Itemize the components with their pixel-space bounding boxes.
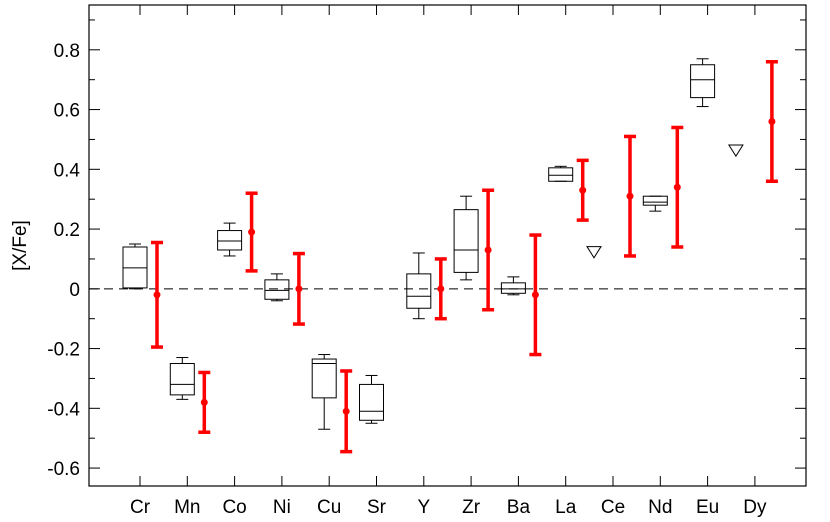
error-point-ni — [292, 251, 305, 326]
x-tick-label: La — [555, 497, 577, 518]
box-series — [122, 58, 716, 430]
box-plot-cr — [122, 243, 148, 290]
error-point-marker — [531, 291, 539, 299]
x-tick-label: Sr — [367, 497, 387, 518]
box-iqr — [500, 282, 526, 294]
x-tick-label: Ce — [601, 497, 625, 518]
box-plot-y — [406, 252, 432, 320]
box-iqr — [217, 230, 243, 251]
y-tick-label: -0.6 — [47, 459, 80, 480]
y-tick-label: -0.4 — [47, 399, 80, 420]
error-point-ce — [624, 134, 636, 258]
error-series — [151, 60, 778, 454]
box-plot-co — [217, 222, 243, 257]
box-iqr — [453, 209, 479, 273]
error-point-zr — [482, 188, 495, 312]
error-point-marker — [295, 285, 303, 293]
box-plot-sr — [359, 374, 384, 424]
box-iqr — [359, 383, 384, 421]
y-axis: -0.6 -0.4 -0.2 0 0.2 0.4 0.6 0.8 — [47, 19, 806, 480]
x-tick-label: Mn — [174, 497, 200, 518]
error-point-nd — [671, 125, 684, 249]
error-point-marker — [768, 118, 776, 126]
y-tick-label: 0.6 — [54, 101, 80, 122]
box-plot-cu — [311, 354, 337, 430]
box-iqr — [311, 358, 337, 399]
error-point-cr — [151, 240, 163, 349]
error-point-marker — [579, 186, 587, 194]
x-tick-label: Nd — [648, 497, 672, 518]
x-tick-label: Cr — [130, 497, 151, 518]
error-point-marker — [248, 228, 256, 236]
x-tick-label: Zr — [462, 497, 481, 518]
box-iqr — [169, 363, 195, 396]
box-iqr — [642, 195, 668, 206]
error-point-cu — [340, 369, 353, 454]
x-tick-label: Cu — [317, 497, 341, 518]
x-tick-label: Co — [222, 497, 246, 518]
error-point-marker — [342, 407, 350, 415]
x-tick-label: Ni — [273, 497, 291, 518]
error-point-ba — [529, 233, 542, 357]
box-plot-mn — [169, 357, 195, 400]
y-tick-label: 0.8 — [54, 41, 80, 62]
y-tick-label: 0.2 — [54, 220, 80, 241]
y-tick-label: 0.4 — [54, 160, 81, 181]
box-iqr — [690, 64, 716, 99]
error-point-co — [245, 191, 258, 273]
box-iqr — [264, 279, 290, 300]
error-point-marker — [626, 192, 634, 200]
error-point-marker — [484, 246, 492, 254]
error-point-marker — [153, 291, 161, 299]
y-tick-label: -0.2 — [47, 340, 80, 361]
y-tick-label: 0 — [69, 280, 80, 301]
box-plot-ni — [264, 273, 290, 302]
x-tick-label: Y — [417, 497, 430, 518]
error-point-marker — [437, 285, 445, 293]
plot-frame — [88, 4, 807, 487]
box-iqr — [406, 273, 432, 309]
x-tick-label: Ba — [507, 497, 531, 518]
y-axis-label: [X/Fe] — [10, 220, 31, 271]
upper-limit-dy — [727, 144, 744, 158]
error-point-y — [434, 257, 447, 321]
box-plot-eu — [690, 58, 716, 108]
x-tick-label: Eu — [696, 497, 719, 518]
error-point-la — [576, 158, 589, 222]
error-point-mn — [198, 370, 211, 434]
error-point-marker — [200, 398, 208, 406]
box-iqr — [548, 167, 574, 182]
error-point-marker — [673, 183, 681, 191]
x-axis: Cr Mn Co Ni Cu Sr Y Zr Ba La Ce Nd Eu Dy — [130, 5, 767, 518]
box-plot-ba — [500, 276, 526, 296]
box-plot-nd — [642, 195, 668, 212]
box-plot-la — [548, 165, 574, 182]
upper-limit-series — [586, 144, 744, 259]
x-tick-label: Dy — [743, 497, 767, 518]
error-point-dy — [765, 60, 778, 184]
upper-limit-ce — [586, 246, 602, 259]
box-plot-zr — [453, 195, 479, 281]
